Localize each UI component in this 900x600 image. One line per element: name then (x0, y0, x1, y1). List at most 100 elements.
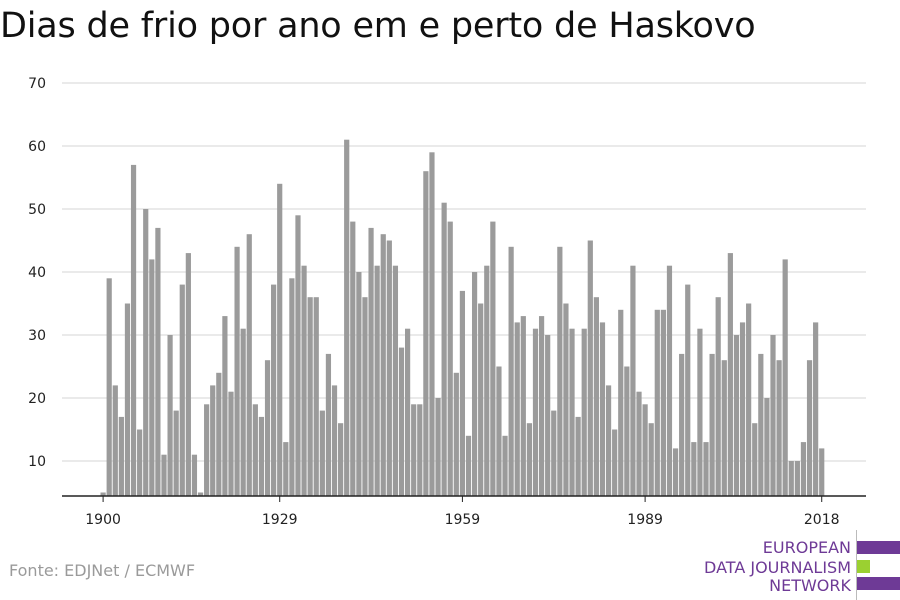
bar-1950 (405, 328, 411, 496)
bar-1997 (691, 442, 697, 496)
bar-2015 (800, 442, 807, 496)
y-tick-label: 40 (28, 265, 46, 281)
bar-2010 (770, 335, 776, 496)
logo-bar-1 (857, 541, 900, 554)
bar-1963 (484, 265, 490, 496)
bar-1932 (295, 215, 301, 497)
bar-2007 (752, 423, 758, 496)
y-tick-label: 10 (28, 454, 46, 470)
bar-1911 (167, 335, 173, 496)
bar-1944 (368, 227, 374, 496)
logo-line-1: EUROPEAN (762, 538, 851, 557)
x-tick-label: 1900 (85, 512, 121, 528)
bar-1947 (386, 240, 392, 496)
bar-1915 (191, 454, 198, 496)
bar-1990 (648, 423, 654, 496)
bar-1974 (551, 410, 557, 496)
bar-1996 (685, 284, 691, 496)
bar-2013 (788, 461, 794, 496)
logo-bar-3 (857, 577, 900, 590)
bar-1989 (642, 404, 648, 496)
bar-1952 (417, 404, 423, 496)
logo-line-3: NETWORK (769, 576, 851, 595)
edjnet-logo: EUROPEAN DATA JOURNALISM NETWORK (704, 530, 900, 600)
bar-1929 (277, 183, 283, 497)
bar-1970 (526, 423, 532, 496)
bar-1991 (654, 309, 660, 496)
bar-2006 (746, 303, 752, 496)
bar-1979 (581, 328, 587, 496)
bar-1906 (137, 429, 143, 496)
bar-1969 (520, 316, 526, 496)
bar-1922 (234, 246, 240, 496)
bar-1916 (197, 492, 204, 496)
bar-1918 (210, 385, 216, 496)
bars (100, 139, 825, 497)
bar-1966 (502, 435, 508, 496)
bar-1905 (130, 164, 137, 496)
bar-1924 (246, 234, 252, 496)
chart-title: Dias de frio por ano em e perto de Hasko… (0, 6, 756, 46)
bar-1964 (490, 221, 496, 496)
y-tick-label: 60 (28, 139, 46, 155)
bar-1940 (344, 139, 350, 496)
bar-1926 (258, 416, 265, 496)
bar-1942 (356, 272, 362, 496)
bar-1955 (435, 398, 441, 496)
bar-1999 (703, 442, 709, 496)
bar-1998 (697, 328, 703, 496)
bar-1957 (447, 221, 453, 496)
y-tick-label: 30 (28, 328, 46, 344)
bar-2005 (739, 322, 746, 496)
bar-2018 (819, 448, 825, 496)
bar-2000 (709, 353, 715, 496)
bar-1982 (599, 322, 606, 496)
bar-1983 (605, 385, 612, 496)
bar-1908 (149, 259, 155, 496)
bar-1909 (155, 227, 161, 496)
source-note: Fonte: EDJNet / ECMWF (9, 561, 196, 580)
bar-1933 (301, 265, 307, 496)
bar-1992 (660, 309, 666, 496)
logo-line-2: DATA JOURNALISM (704, 558, 851, 577)
bar-2017 (813, 322, 819, 496)
bar-1956 (441, 202, 447, 496)
bar-1962 (478, 303, 484, 496)
bar-1960 (465, 435, 472, 496)
bar-1903 (118, 416, 124, 496)
x-tick-label: 1959 (445, 512, 481, 528)
x-tick-label: 2018 (804, 512, 840, 528)
y-tick-label: 70 (28, 76, 46, 92)
bar-1946 (380, 234, 386, 496)
bar-2003 (727, 253, 733, 496)
bar-1938 (331, 385, 338, 496)
bar-1995 (679, 353, 685, 496)
bar-2012 (782, 259, 788, 496)
bar-1934 (307, 297, 313, 496)
bar-1923 (240, 328, 246, 496)
bar-1936 (319, 410, 325, 496)
bar-2011 (776, 360, 782, 496)
bar-1913 (179, 284, 185, 496)
bar-1958 (453, 372, 459, 496)
bar-1981 (593, 297, 599, 496)
bar-1937 (325, 353, 332, 496)
bar-1900 (100, 492, 106, 496)
bar-1901 (106, 278, 112, 496)
bar-1954 (429, 152, 435, 497)
bar-1910 (161, 454, 167, 496)
bar-2002 (721, 360, 727, 496)
bar-1953 (423, 171, 429, 496)
bar-2004 (733, 335, 740, 496)
y-tick-label: 20 (28, 391, 46, 407)
bar-1949 (398, 347, 405, 496)
bar-1961 (471, 272, 478, 496)
bar-1965 (496, 366, 502, 496)
bar-1912 (173, 410, 179, 496)
bar-1917 (204, 404, 210, 496)
bar-1945 (374, 265, 380, 496)
bar-2009 (764, 398, 770, 496)
logo-divider (856, 530, 857, 600)
bar-1914 (185, 253, 191, 496)
